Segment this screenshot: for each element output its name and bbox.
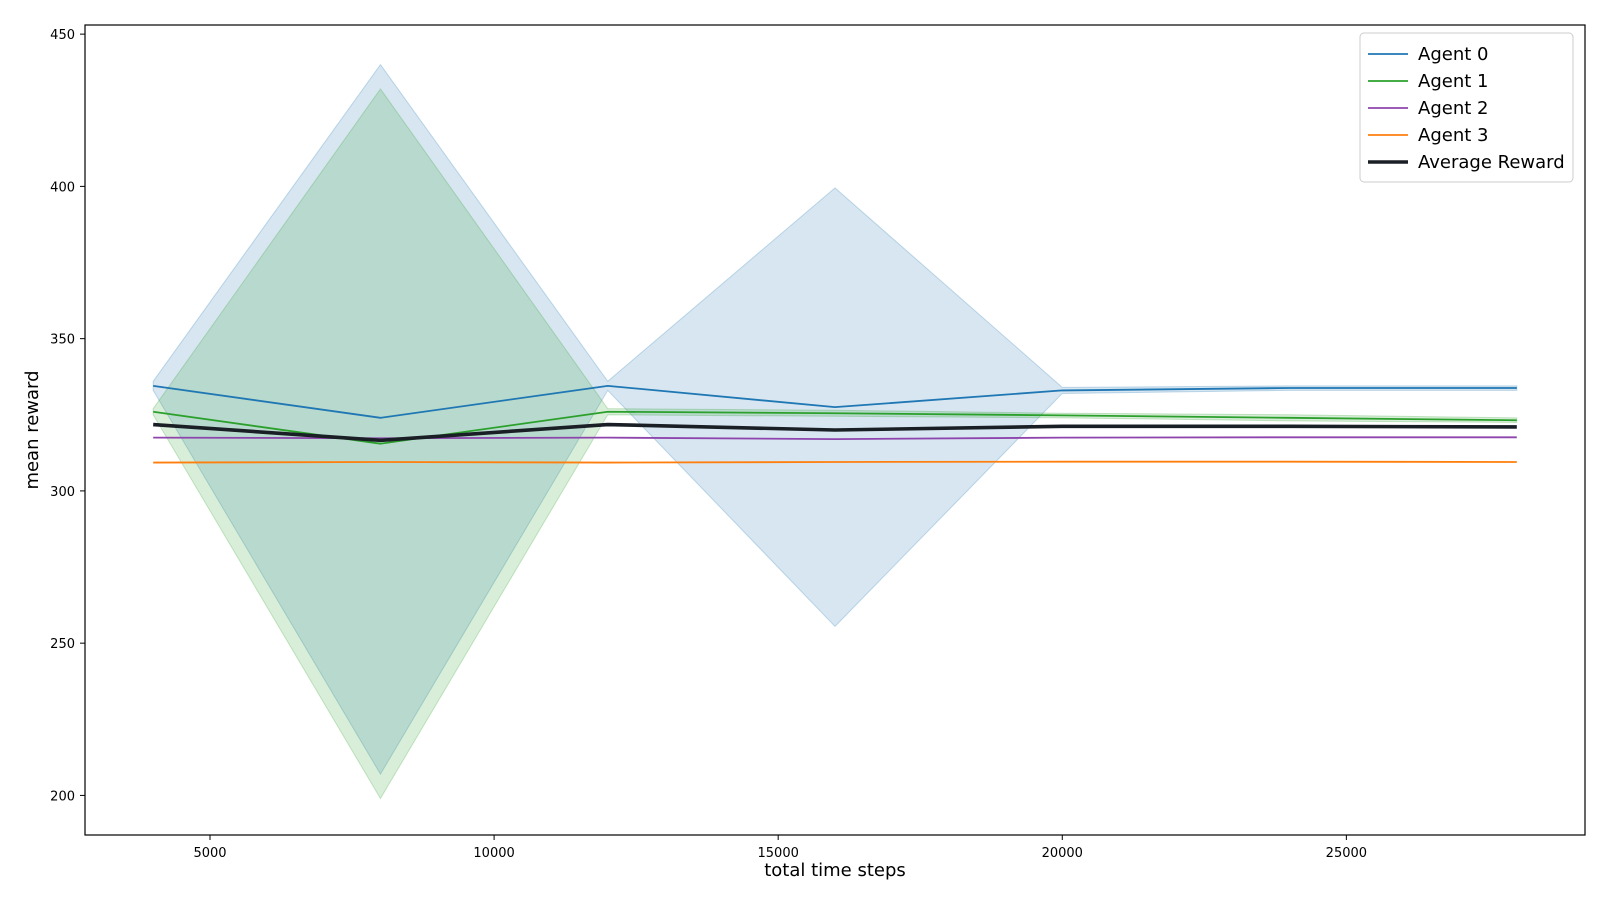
y-axis-label: mean reward	[22, 370, 43, 489]
legend-label-average-reward: Average Reward	[1418, 152, 1565, 173]
y-tick-label: 200	[50, 789, 75, 804]
legend-label-agent-1: Agent 1	[1418, 71, 1488, 92]
x-tick-label: 10000	[473, 846, 514, 861]
y-tick-label: 400	[50, 180, 75, 195]
series-line-agent-1	[153, 410, 1517, 445]
x-axis-label: total time steps	[764, 860, 906, 881]
legend: Agent 0 Agent 1 Agent 2 Agent 3 Average Rewa…	[1359, 32, 1574, 183]
y-axis-ticks: 200 250 300 350 400 450	[50, 28, 85, 804]
x-tick-label: 20000	[1042, 846, 1083, 861]
series-line-agent-3	[153, 460, 1517, 464]
y-tick-label: 350	[50, 333, 75, 348]
series-lines	[153, 384, 1517, 464]
x-tick-label: 5000	[193, 846, 226, 861]
series-line-average-reward	[153, 422, 1517, 443]
confidence-bands	[152, 63, 1518, 800]
y-tick-label: 300	[50, 485, 75, 500]
x-tick-label: 15000	[758, 846, 799, 861]
band-agent-1	[152, 88, 1518, 800]
legend-label-agent-0: Agent 0	[1418, 44, 1488, 65]
series-line-agent-0	[153, 384, 1517, 419]
x-axis-ticks: 5000 10000 15000 20000 25000	[193, 835, 1367, 861]
plot-frame	[84, 24, 1586, 836]
y-tick-label: 250	[50, 637, 75, 652]
y-tick-label: 450	[50, 28, 75, 43]
band-agent-0	[152, 63, 1518, 776]
series-line-agent-2	[153, 436, 1517, 441]
legend-box	[1359, 32, 1574, 183]
x-tick-label: 25000	[1326, 846, 1367, 861]
legend-label-agent-3: Agent 3	[1418, 125, 1488, 146]
legend-label-agent-2: Agent 2	[1418, 98, 1488, 119]
